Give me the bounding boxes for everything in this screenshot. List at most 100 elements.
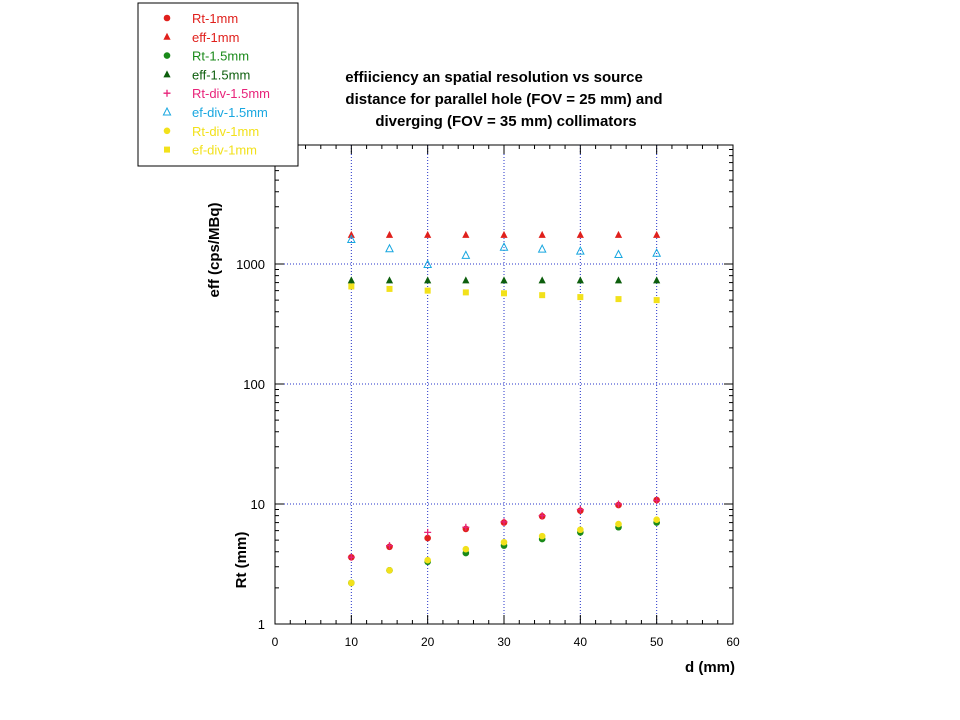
data-point (653, 516, 660, 523)
data-point (500, 538, 508, 546)
legend-label: Rt-1mm (192, 11, 238, 26)
legend-label: Rt-div-1.5mm (192, 86, 270, 101)
data-point (462, 289, 469, 296)
legend-label: ef-div-1.5mm (192, 105, 268, 120)
data-point (576, 505, 584, 513)
data-point (538, 230, 546, 238)
legend-box (137, 2, 299, 167)
y-tick-label: 10 (251, 497, 265, 512)
data-point (499, 242, 509, 251)
x-tick-label: 40 (574, 635, 588, 649)
data-point (538, 532, 546, 540)
legend-marker (164, 146, 170, 153)
data-point (424, 534, 431, 542)
data-point (614, 276, 623, 284)
data-point (348, 283, 355, 290)
data-point (424, 276, 432, 284)
data-point (500, 518, 508, 526)
data-point (653, 496, 661, 504)
legend-marker (163, 127, 171, 135)
data-point (576, 230, 584, 238)
data-point (462, 230, 470, 238)
data-point (423, 259, 433, 269)
y-tick-label: 1 (258, 617, 265, 632)
series-ef-div-1mm (348, 283, 660, 304)
chart-title-line-3: diverging (FOV = 35 mm) collimators (375, 113, 636, 130)
data-point (385, 243, 394, 253)
data-point (653, 230, 661, 238)
data-point (386, 542, 393, 550)
data-point (614, 249, 623, 258)
legend-marker (163, 89, 171, 97)
data-point (424, 230, 432, 238)
y-axis-label-eff: eff (cps/MBq) (206, 203, 223, 298)
chart-title-line-1: effiiciency an spatial resolution vs sou… (345, 69, 643, 86)
y-tick-label: 1000 (236, 257, 265, 272)
axis-ticks: 0 10 20 30 40 50 60 1 10 100 1000 (236, 145, 740, 649)
legend-marker (163, 14, 171, 22)
data-point (500, 230, 508, 238)
data-point (347, 553, 355, 561)
data-point (614, 230, 623, 238)
data-point (424, 556, 431, 564)
data-point (652, 248, 662, 257)
data-point (424, 528, 432, 536)
y-tick-label: 100 (243, 377, 265, 392)
data-point (385, 276, 394, 284)
data-point (424, 287, 431, 294)
legend-marker (163, 52, 171, 59)
data-point (537, 244, 547, 253)
x-tick-label: 0 (272, 635, 279, 649)
data-point (347, 230, 355, 238)
data-point (386, 567, 393, 574)
series-eff-1-5mm (347, 276, 661, 284)
data-point (462, 545, 470, 553)
series-rt-div-1mm (348, 516, 660, 587)
legend-label: Rt-div-1mm (192, 124, 259, 139)
data-point (576, 276, 584, 284)
legend-label: ef-div-1mm (192, 143, 257, 158)
data-point (615, 500, 622, 508)
series-eff-1mm (347, 230, 661, 238)
data-point (461, 250, 471, 259)
legend-label: eff-1.5mm (192, 67, 250, 82)
legend-items: Rt-1mm eff-1mm Rt-1.5mm eff-1.5mm Rt-div-1.5… (162, 11, 270, 158)
data-point (462, 523, 470, 531)
legend-marker (163, 32, 171, 40)
data-point (346, 234, 356, 244)
data-point (577, 526, 584, 534)
x-tick-label: 60 (726, 635, 740, 649)
legend-marker (163, 70, 171, 78)
x-tick-label: 50 (650, 635, 664, 649)
data-point (653, 276, 661, 284)
data-point (385, 230, 394, 238)
data-point (462, 276, 470, 284)
chart-title-line-2: distance for parallel hole (FOV = 25 mm)… (345, 91, 662, 108)
series-ef-div-1-5mm (346, 234, 662, 269)
data-point (575, 246, 585, 255)
data-point (538, 276, 546, 284)
data-point (386, 285, 393, 292)
data-marks (346, 230, 662, 587)
data-point (501, 290, 507, 297)
data-point (539, 292, 546, 299)
x-tick-label: 30 (497, 635, 511, 649)
legend: Rt-1mm eff-1mm Rt-1.5mm eff-1.5mm Rt-div-1.5… (137, 2, 299, 167)
y-axis-label-rt: Rt (mm) (233, 532, 250, 589)
x-axis-label: d (mm) (685, 659, 735, 676)
legend-label: Rt-1.5mm (192, 49, 249, 64)
series-rt-div-1-5mm (347, 496, 661, 561)
data-point (347, 276, 355, 284)
data-point (653, 297, 660, 304)
data-point (348, 579, 355, 587)
data-point (500, 276, 508, 284)
x-tick-label: 10 (345, 635, 359, 649)
data-point (538, 512, 546, 520)
x-tick-label: 20 (421, 635, 435, 649)
legend-marker (162, 106, 172, 116)
data-point (577, 294, 584, 301)
data-point (615, 296, 622, 303)
legend-label: eff-1mm (192, 30, 239, 45)
data-point (615, 520, 622, 528)
